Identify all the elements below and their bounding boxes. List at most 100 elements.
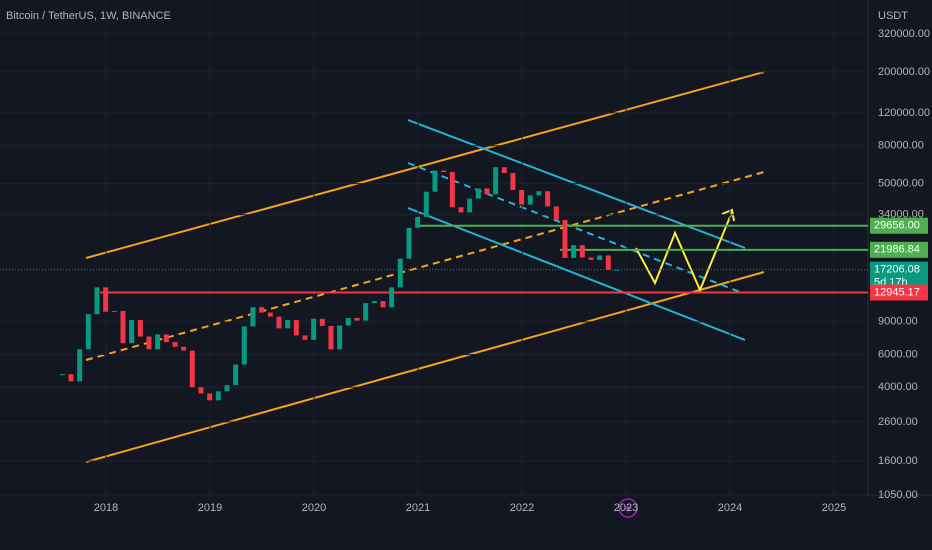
price-tag-label: 29656.00 <box>874 220 920 232</box>
channel-upper <box>85 71 765 259</box>
candle <box>311 318 317 340</box>
candle <box>250 307 256 327</box>
candle <box>241 326 247 365</box>
price-tag <box>870 217 928 234</box>
time-label: 2018 <box>94 502 118 514</box>
candle <box>441 170 447 173</box>
candle <box>588 257 594 260</box>
candle <box>562 220 568 258</box>
price-label: 4000.00 <box>878 381 918 393</box>
candle <box>276 316 282 329</box>
candle <box>571 245 577 258</box>
candle <box>224 385 230 392</box>
candle <box>449 172 455 208</box>
candle <box>259 307 265 313</box>
time-label: 2019 <box>198 502 222 514</box>
candle <box>536 191 542 196</box>
candle <box>337 325 343 350</box>
candle <box>458 207 464 213</box>
price-label: 80000.00 <box>878 140 924 152</box>
candle <box>345 317 351 326</box>
price-label: 50000.00 <box>878 178 924 190</box>
candle <box>198 387 204 394</box>
candle <box>363 303 369 321</box>
price-label: 120000.00 <box>878 107 930 119</box>
price-label: 34000.00 <box>878 209 924 221</box>
candle <box>519 189 525 205</box>
projection <box>635 211 733 293</box>
candle <box>380 301 386 308</box>
candle <box>501 167 507 174</box>
candle <box>77 349 83 382</box>
candle <box>285 320 291 329</box>
candle <box>389 287 395 308</box>
candle <box>415 216 421 228</box>
candle <box>137 320 143 337</box>
candle <box>475 188 481 199</box>
price-tag-label: 21986.84 <box>874 244 920 256</box>
candle <box>397 258 403 288</box>
candle <box>111 310 117 312</box>
price-label: 200000.00 <box>878 66 930 78</box>
candle <box>328 325 334 350</box>
candle <box>605 255 611 270</box>
candle <box>406 227 412 259</box>
candle <box>579 245 585 258</box>
candle <box>189 350 195 388</box>
price-label: 320000.00 <box>878 28 930 40</box>
time-label: 2020 <box>302 502 326 514</box>
candle <box>103 287 109 312</box>
candle <box>545 191 551 207</box>
time-label: 2024 <box>718 502 742 514</box>
candle <box>432 170 438 192</box>
currency: USDT <box>878 10 908 22</box>
candle <box>172 342 178 347</box>
candle <box>94 287 100 315</box>
event-icon-bolt <box>625 502 632 515</box>
candle <box>146 336 152 350</box>
candle <box>553 206 559 221</box>
candle <box>215 391 221 401</box>
candle <box>163 334 169 343</box>
time-label: 2022 <box>510 502 534 514</box>
down-channel-lower <box>407 207 746 341</box>
price-label: 1600.00 <box>878 455 918 467</box>
candle <box>129 320 135 344</box>
candle <box>302 335 308 340</box>
candle <box>493 167 499 195</box>
price-tag <box>870 284 928 301</box>
price-label: 1050.00 <box>878 489 918 501</box>
candle <box>597 255 603 260</box>
candle <box>510 173 516 190</box>
candle <box>85 314 91 350</box>
candle <box>59 374 65 376</box>
price-label: 2600.00 <box>878 416 918 428</box>
title: Bitcoin / TetherUS, 1W, BINANCE <box>6 10 171 22</box>
price-tag-label: 17206.08 <box>874 264 920 276</box>
candle <box>181 346 187 351</box>
candle <box>467 198 473 213</box>
price-label: 6000.00 <box>878 348 918 360</box>
candle <box>371 301 377 304</box>
candle <box>293 320 299 336</box>
candle <box>527 195 533 205</box>
time-label: 2023 <box>614 502 638 514</box>
candle <box>319 318 325 326</box>
candle <box>155 334 161 350</box>
candle <box>423 191 429 217</box>
time-label: 2021 <box>406 502 430 514</box>
candle <box>233 364 239 386</box>
price-tag-label: 12945.17 <box>874 286 920 298</box>
candle <box>614 269 620 271</box>
candle <box>120 310 126 344</box>
projection-arrow <box>721 208 735 222</box>
event-icon[interactable] <box>618 498 638 518</box>
price-label: 9000.00 <box>878 316 918 328</box>
candle <box>68 374 74 382</box>
candle <box>267 312 273 317</box>
price-tag <box>870 241 928 258</box>
time-label: 2025 <box>822 502 846 514</box>
candle <box>484 188 490 195</box>
